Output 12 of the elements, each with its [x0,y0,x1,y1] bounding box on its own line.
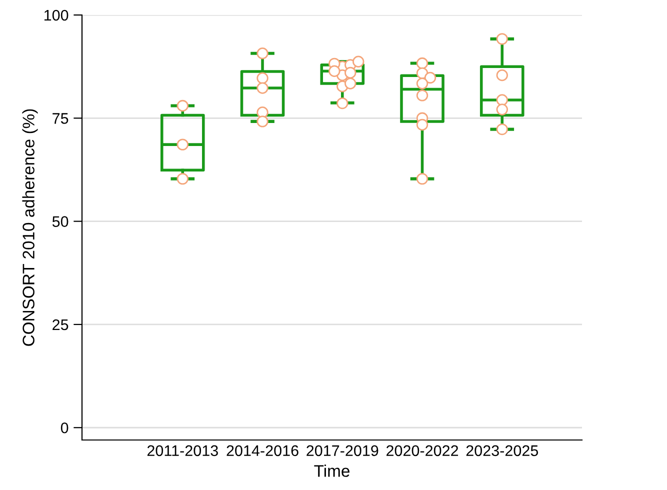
x-tick-label: 2020-2022 [386,445,458,456]
x-tick-label: 2023-2025 [466,445,538,456]
x-tick-label: 2014-2016 [226,445,298,456]
x-tick-label: 2011-2013 [147,445,218,456]
x-tick-label: 2017-2019 [306,445,378,456]
y-tick-label: 100 [44,10,68,21]
y-tick-label: 0 [60,422,68,434]
y-tick-label: 50 [52,216,68,227]
y-axis-title: CONSORT 2010 adherence (%) [22,109,38,346]
x-axis-title: Time [314,464,350,477]
y-tick-label: 75 [52,113,68,124]
y-tick-label: 25 [52,319,68,330]
